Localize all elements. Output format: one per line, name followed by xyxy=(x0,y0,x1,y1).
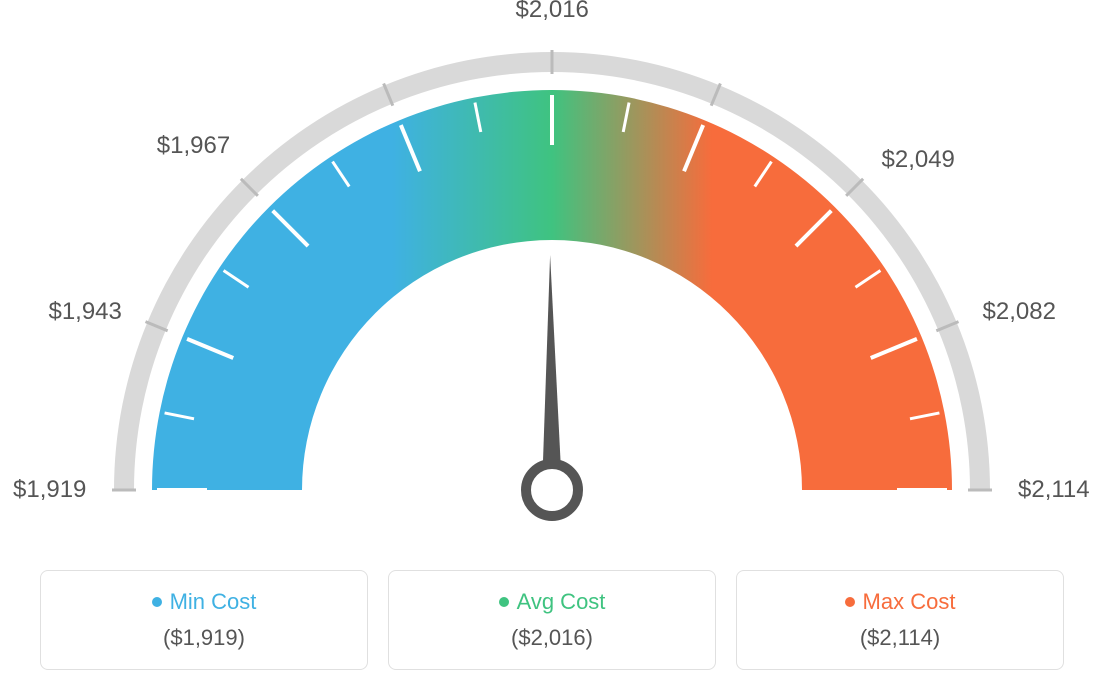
legend-label-min: Min Cost xyxy=(170,589,257,615)
gauge-tick-label: $2,082 xyxy=(983,298,1056,326)
legend-label-max: Max Cost xyxy=(863,589,956,615)
gauge-tick-label: $2,114 xyxy=(1018,476,1090,504)
legend-value-avg: ($2,016) xyxy=(401,625,703,651)
legend-dot-min xyxy=(152,597,162,607)
legend-card-max: Max Cost ($2,114) xyxy=(736,570,1064,670)
legend-dot-avg xyxy=(499,597,509,607)
legend-value-max: ($2,114) xyxy=(749,625,1051,651)
gauge-tick-label: $1,919 xyxy=(13,476,86,504)
legend-dot-max xyxy=(845,597,855,607)
gauge-tick-label: $1,967 xyxy=(157,132,230,160)
gauge-svg xyxy=(52,20,1052,540)
gauge-tick-label: $1,943 xyxy=(48,298,121,326)
legend-row: Min Cost ($1,919) Avg Cost ($2,016) Max … xyxy=(40,570,1064,670)
legend-title-min: Min Cost xyxy=(152,589,257,615)
legend-title-max: Max Cost xyxy=(845,589,956,615)
gauge-chart: $1,919$1,943$1,967$2,016$2,049$2,082$2,1… xyxy=(0,20,1104,540)
legend-card-min: Min Cost ($1,919) xyxy=(40,570,368,670)
legend-card-avg: Avg Cost ($2,016) xyxy=(388,570,716,670)
legend-title-avg: Avg Cost xyxy=(499,589,606,615)
gauge-tick-label: $2,049 xyxy=(882,146,955,174)
gauge-tick-label: $2,016 xyxy=(516,0,589,24)
legend-label-avg: Avg Cost xyxy=(517,589,606,615)
legend-value-min: ($1,919) xyxy=(53,625,355,651)
